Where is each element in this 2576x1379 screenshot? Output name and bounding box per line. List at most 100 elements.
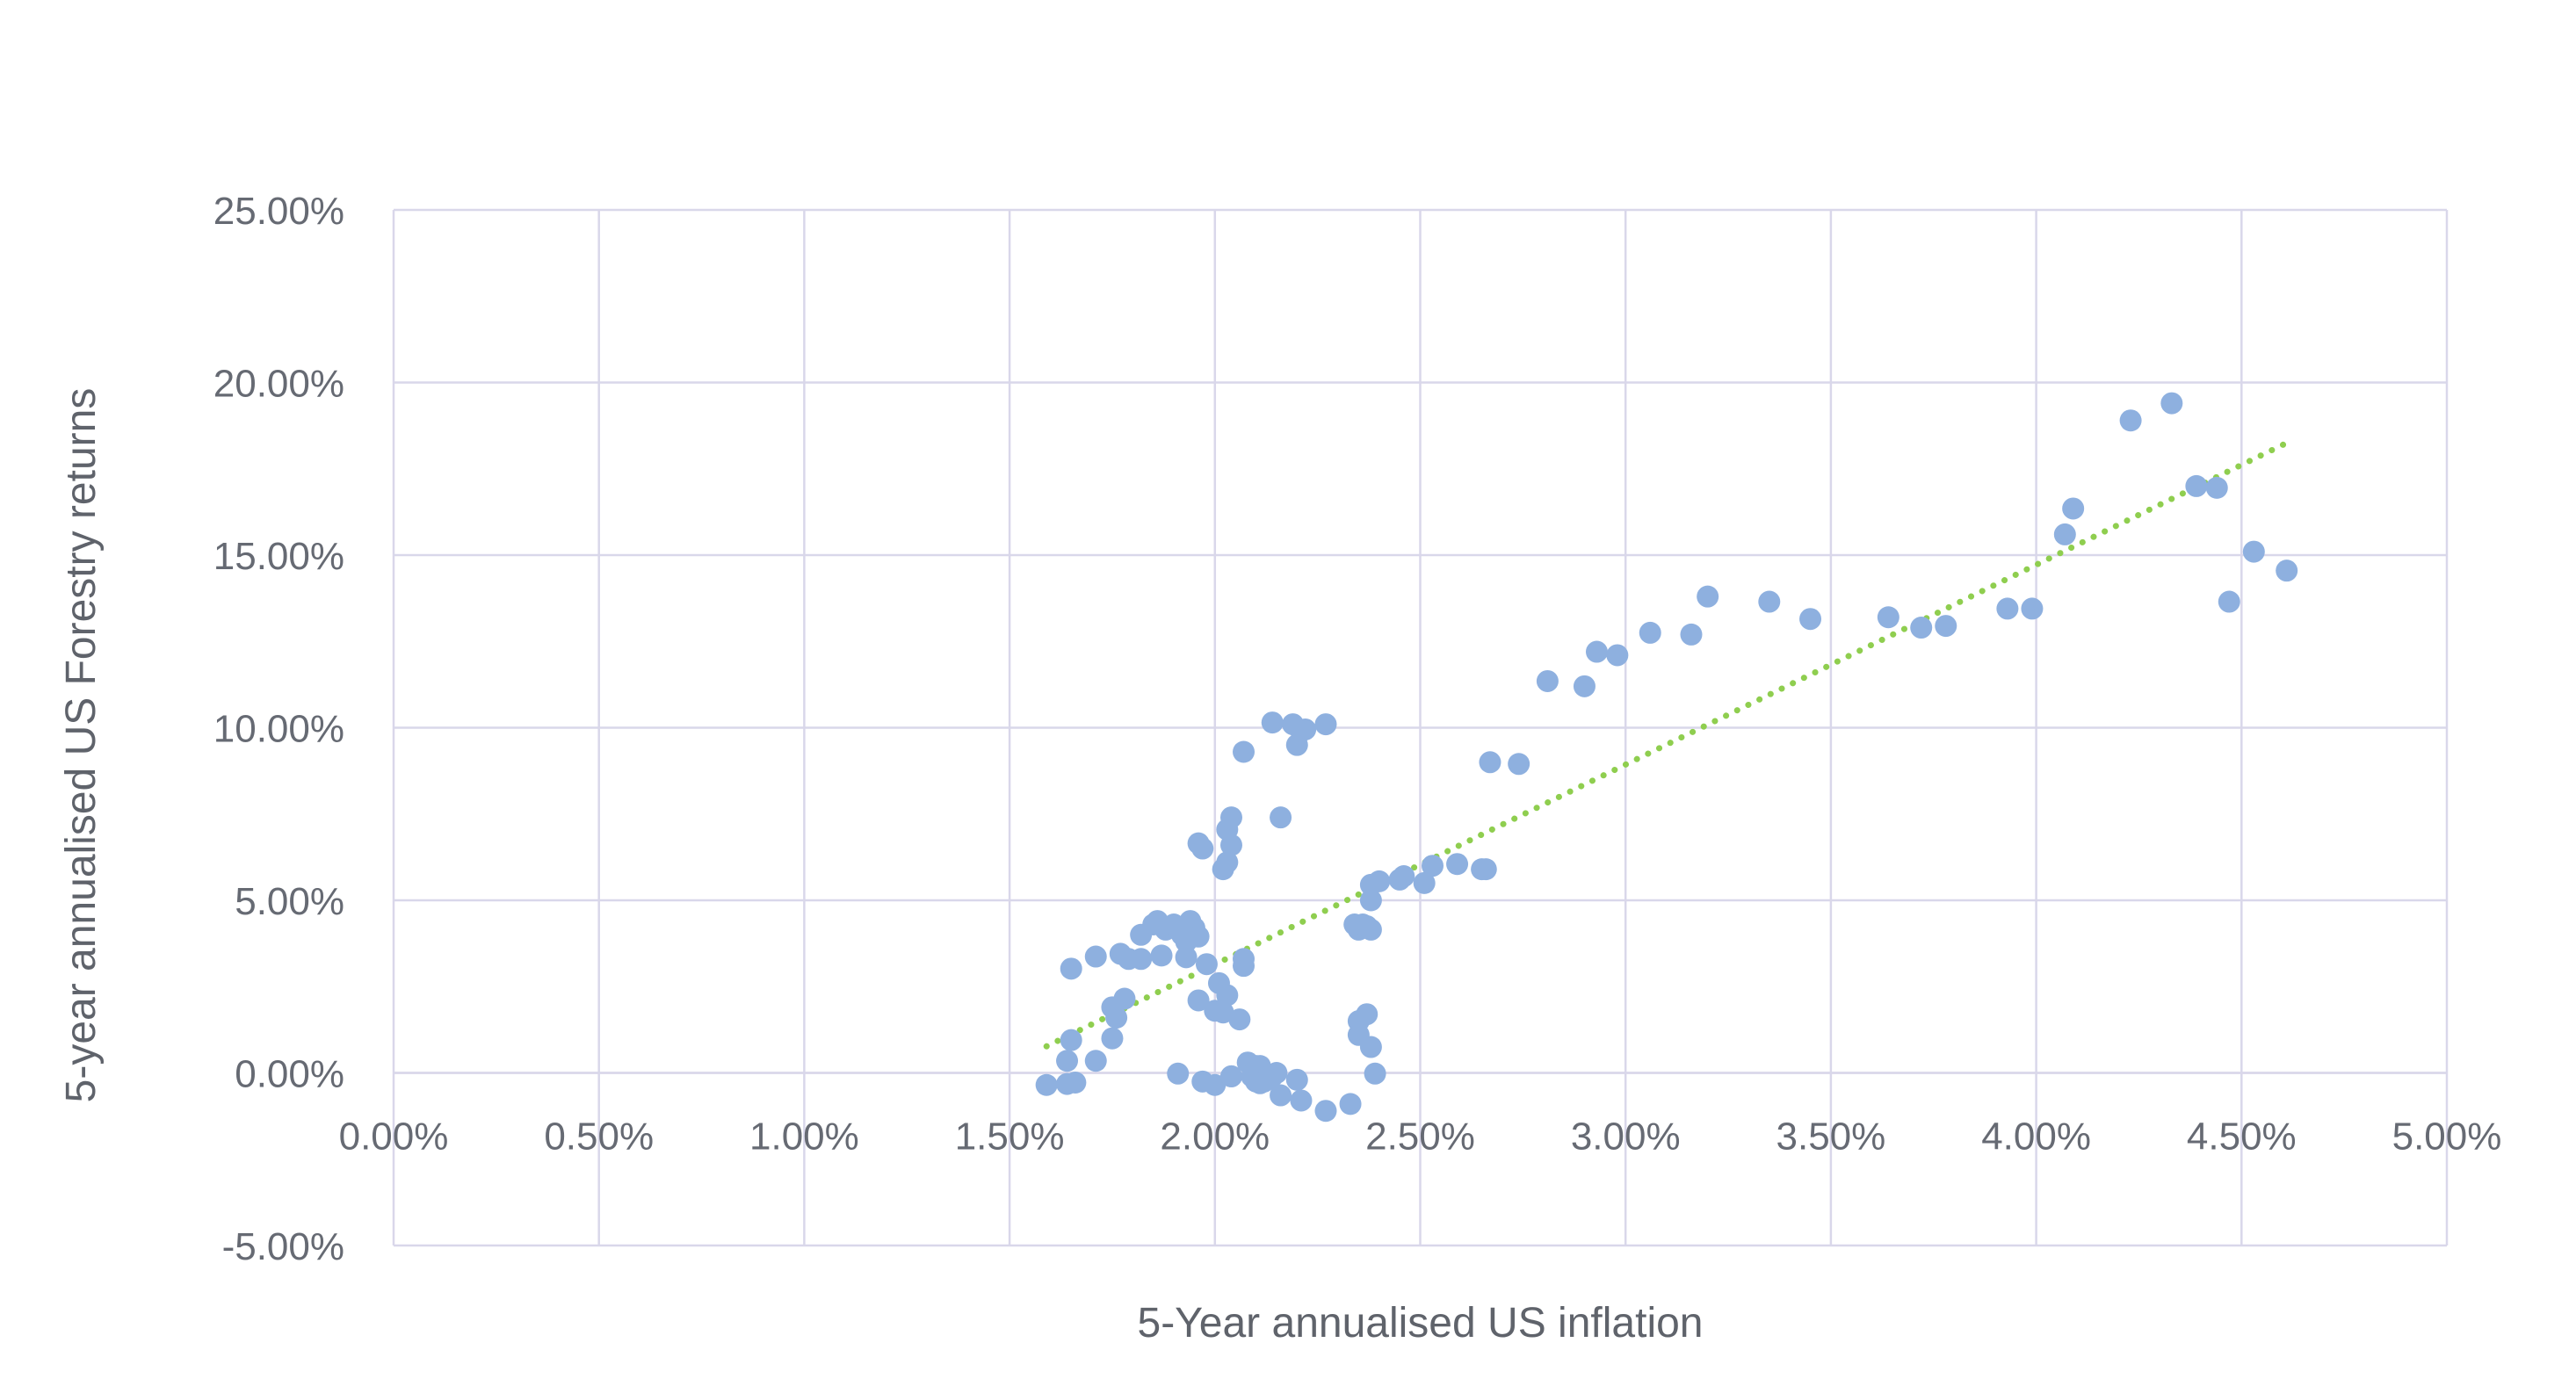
trendline-layer [1043,439,2290,1050]
data-point [1479,751,1501,774]
data-point [1175,946,1198,969]
data-point [1422,855,1444,877]
data-point [1573,675,1596,697]
data-point [1219,806,1242,829]
data-point [1697,585,1719,608]
data-point [1060,957,1082,980]
y-tick-label: 20.00% [213,363,344,406]
y-tick-label: 25.00% [213,190,344,233]
data-point [1216,851,1239,874]
data-point [1261,711,1284,734]
data-point [1339,1093,1362,1115]
data-point [1285,1068,1308,1091]
data-point [1228,1008,1251,1031]
data-point [1191,837,1214,860]
data-point [1290,1089,1313,1112]
data-point [1060,1029,1082,1051]
x-axis-title: 5-Year annualised US inflation [1138,1300,1704,1347]
data-point [2160,392,2183,415]
data-point [1639,621,1661,644]
data-point [1314,713,1337,736]
y-tick-label: 15.00% [213,535,344,578]
x-tick-label: 1.00% [749,1115,859,1159]
data-point [1368,870,1391,892]
data-point [1474,858,1497,881]
data-point [2242,540,2265,563]
data-point [1606,644,1629,667]
data-point [1195,953,1218,976]
data-point [1101,1027,1124,1050]
data-point [1035,1073,1058,1096]
y-tick-label: 10.00% [213,708,344,751]
data-point [2205,476,2228,499]
data-point [1130,948,1153,971]
data-point [1233,948,1255,971]
gridlines [392,208,2449,1247]
data-point [1680,623,1703,646]
data-point [1364,1062,1386,1085]
data-point [1056,1050,1079,1072]
data-point [2119,409,2142,432]
data-point [1105,1007,1128,1029]
data-point [1187,989,1210,1012]
x-tick-label: 2.00% [1160,1115,1270,1159]
data-point [1084,945,1107,968]
x-tick-label: 0.00% [339,1115,449,1159]
data-point [1294,718,1317,740]
data-point [1536,669,1559,692]
y-tick-label: 0.00% [235,1053,344,1096]
data-point [1113,987,1136,1010]
data-point [1314,1100,1337,1123]
x-tick-label: 4.50% [2187,1115,2297,1159]
data-point [2021,597,2044,620]
data-point [2185,474,2208,497]
data-point [1356,1003,1378,1026]
x-tick-label: 0.50% [544,1115,654,1159]
data-point [1359,889,1382,912]
x-tick-label: 4.00% [1981,1115,2091,1159]
data-point [1996,597,2019,620]
data-point [1265,1062,1288,1084]
trendline [1043,439,2290,1050]
data-point [1413,871,1436,894]
data-point [1219,834,1242,856]
y-tick-label: -5.00% [222,1225,344,1268]
data-point [2062,497,2085,520]
data-point [1799,608,1822,631]
y-axis-ticks: 25.00% 20.00% 15.00% 10.00% 5.00% 0.00% -5.00% [213,190,344,1268]
data-point [1359,918,1382,941]
y-axis-title: 5-year annualised US Forestry returns [58,388,105,1103]
data-point [1150,944,1173,967]
data-point [1204,1073,1226,1096]
y-tick-label: 5.00% [235,880,344,923]
data-point [1064,1072,1087,1094]
x-tick-label: 1.50% [955,1115,1065,1159]
data-point [1270,1084,1292,1107]
x-tick-label: 3.50% [1776,1115,1886,1159]
x-axis-ticks: 0.00% 0.50% 1.00% 1.50% 2.00% 2.50% 3.00% 3.50%… [339,1115,2502,1159]
x-tick-label: 3.00% [1571,1115,1681,1159]
data-point [1212,1001,1234,1024]
data-point [1877,606,1899,629]
data-point [1393,864,1415,887]
data-point [1270,806,1292,829]
data-point [1585,640,1608,663]
data-point [1233,740,1255,763]
data-point [1446,853,1469,876]
data-point [1935,615,1957,638]
data-point [1359,1036,1382,1058]
data-point [1508,753,1530,776]
data-point [1167,1062,1190,1085]
x-tick-label: 5.00% [2392,1115,2502,1159]
data-point [2053,523,2076,545]
data-points [1035,392,2298,1123]
data-point [1910,617,1933,639]
data-point [2218,590,2240,613]
data-point [1084,1050,1107,1072]
x-tick-label: 2.50% [1365,1115,1475,1159]
data-point [2276,560,2298,582]
data-point [1216,984,1239,1007]
data-point [1758,590,1781,613]
